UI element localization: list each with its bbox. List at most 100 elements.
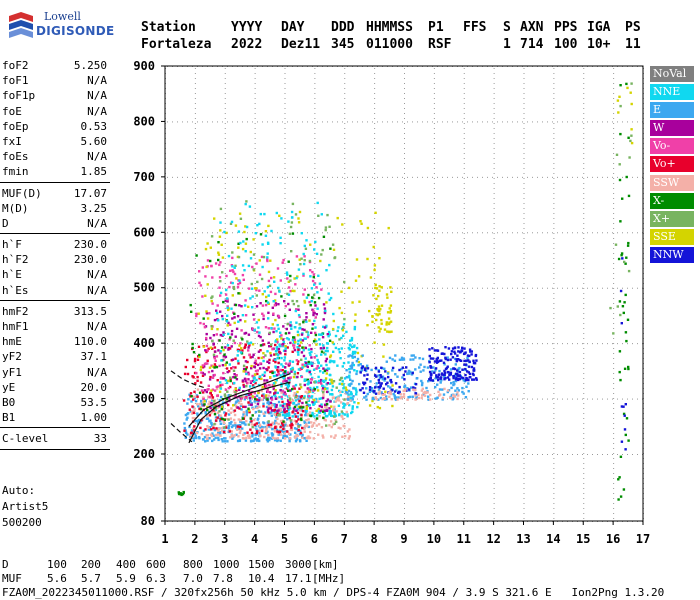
echo-point	[224, 355, 228, 359]
echo-point	[316, 291, 319, 294]
grid-dot	[493, 433, 495, 434]
grid-dot	[344, 288, 346, 289]
echo-point	[276, 412, 279, 415]
grid-dot	[597, 454, 598, 455]
echo-point	[372, 397, 376, 401]
echo-point	[317, 381, 320, 384]
echo-point	[220, 359, 223, 362]
grid-dot	[463, 193, 465, 194]
echo-point	[227, 409, 230, 412]
echo-point	[245, 378, 249, 381]
grid-dot	[374, 483, 376, 484]
grid-dot	[617, 398, 618, 400]
echo-point	[197, 436, 201, 439]
grid-dot	[493, 88, 495, 89]
grid-dot	[284, 468, 286, 469]
grid-dot	[553, 283, 555, 284]
echo-point	[340, 410, 344, 413]
grid-dot	[372, 454, 373, 455]
echo-point	[282, 402, 286, 406]
echo-point	[257, 383, 261, 387]
echo-point	[387, 226, 390, 230]
echo-point	[312, 293, 316, 297]
echo-point	[342, 406, 345, 409]
echo-point	[195, 371, 198, 375]
echo-point	[247, 349, 250, 352]
grid-dot	[472, 398, 473, 400]
grid-dot	[254, 328, 256, 329]
echo-point	[304, 247, 308, 250]
echo-point	[284, 347, 287, 350]
echo-point	[305, 330, 308, 333]
grid-dot	[404, 398, 405, 399]
echo-point	[219, 422, 222, 425]
grid-dot	[404, 263, 405, 264]
echo-point	[258, 367, 262, 370]
grid-dot	[523, 208, 525, 209]
grid-dot	[194, 413, 196, 414]
echo-point	[217, 404, 221, 408]
grid-dot	[602, 398, 603, 400]
grid-dot	[192, 454, 193, 455]
grid-dot	[572, 176, 573, 178]
grid-dot	[224, 163, 226, 164]
echo-point	[265, 379, 269, 382]
echo-point	[191, 410, 194, 413]
echo-point	[434, 369, 437, 372]
grid-dot	[433, 268, 435, 269]
grid-dot	[277, 232, 278, 234]
grid-dot	[182, 287, 183, 289]
echo-point	[207, 384, 210, 387]
grid-dot	[284, 328, 286, 329]
echo-point	[295, 308, 298, 311]
grid-dot	[583, 493, 585, 494]
grid-dot	[617, 176, 618, 178]
echo-point	[419, 363, 422, 366]
grid-dot	[522, 287, 523, 289]
echo-point	[250, 287, 254, 290]
echo-point	[274, 381, 277, 384]
grid-dot	[493, 118, 495, 119]
grid-dot	[487, 343, 488, 345]
echo-point	[220, 438, 223, 441]
grid-dot	[374, 138, 376, 139]
echo-point	[286, 418, 289, 421]
grid-dot	[592, 121, 593, 123]
grid-dot	[224, 103, 226, 104]
echo-point	[207, 347, 210, 350]
grid-dot	[407, 176, 408, 178]
echo-point	[206, 408, 209, 412]
echo-point	[315, 354, 318, 358]
grid-dot	[433, 98, 435, 99]
grid-dot	[493, 378, 495, 379]
grid-dot	[322, 232, 323, 234]
echo-point	[353, 355, 356, 359]
echo-point	[279, 279, 282, 282]
grid-dot	[493, 188, 495, 189]
echo-point	[271, 323, 274, 326]
echo-point	[368, 404, 372, 407]
echo-point	[277, 414, 280, 417]
grid-dot	[472, 121, 473, 123]
echo-point	[457, 346, 460, 349]
grid-dot	[374, 423, 376, 424]
echo-point	[243, 332, 246, 335]
echo-point	[224, 379, 228, 382]
echo-point	[394, 398, 398, 401]
grid-dot	[207, 398, 208, 400]
grid-dot	[597, 287, 598, 289]
grid-dot	[314, 363, 316, 364]
grid-dot	[314, 113, 316, 114]
echo-point	[261, 373, 264, 377]
echo-point	[230, 345, 233, 348]
grid-dot	[357, 121, 358, 123]
grid-dot	[254, 138, 256, 139]
echo-point	[274, 426, 277, 429]
grid-dot	[167, 121, 168, 123]
grid-dot	[497, 232, 498, 234]
grid-dot	[307, 176, 308, 178]
grid-dot	[284, 158, 286, 159]
grid-dot	[493, 448, 495, 449]
echo-point	[294, 383, 298, 387]
echo-point	[224, 412, 228, 415]
